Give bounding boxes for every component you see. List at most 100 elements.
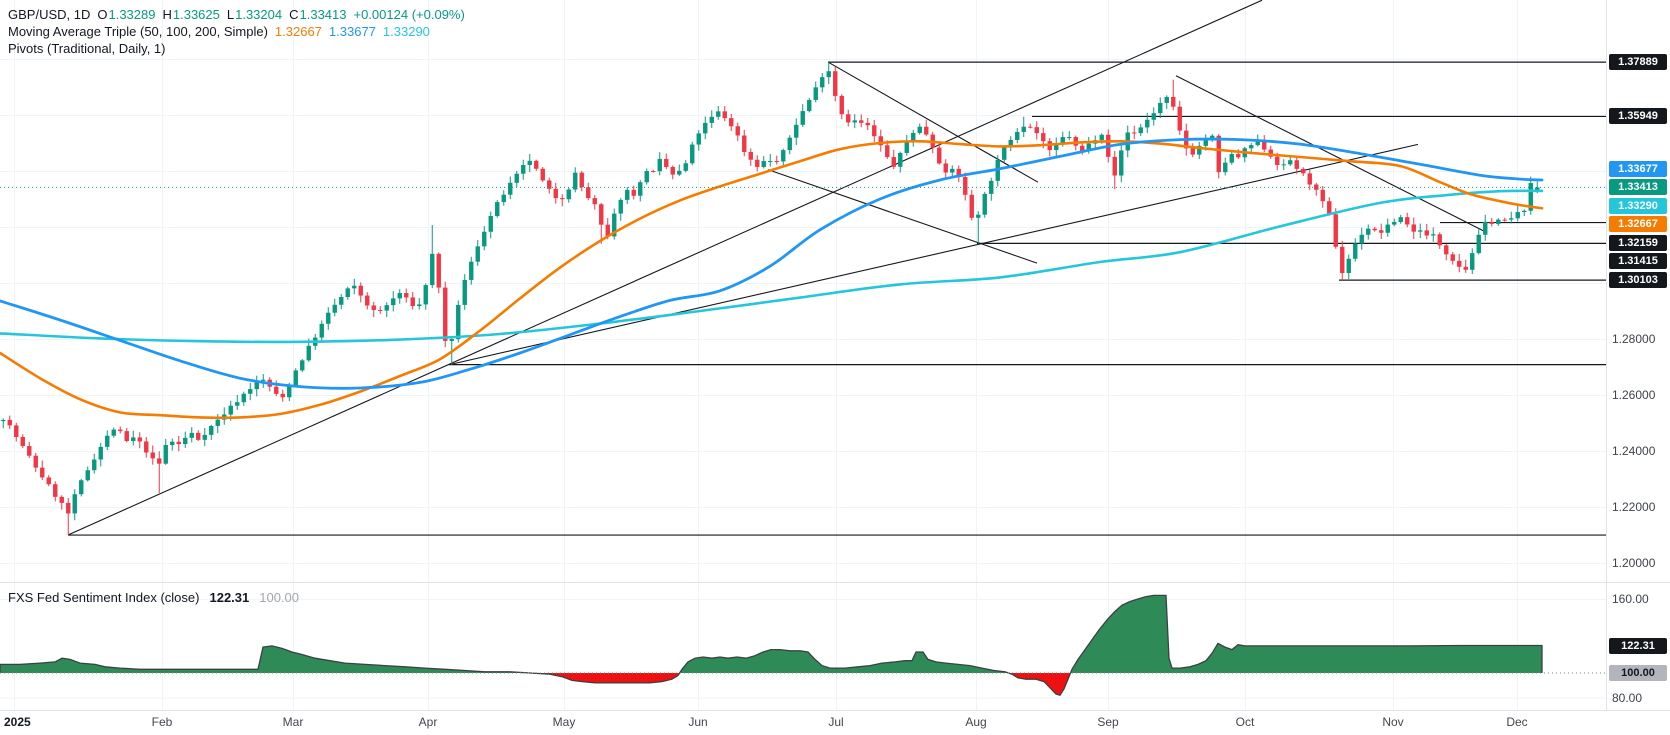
trend-line bbox=[448, 143, 1419, 366]
candle-body bbox=[306, 345, 311, 361]
x-axis-label-may: May bbox=[552, 715, 576, 729]
candle-body bbox=[118, 429, 123, 432]
candle-body bbox=[514, 173, 519, 183]
symbol-legend-row[interactable]: GBP/USD, 1D O 1.33289 H 1.33625 L 1.33204 C… bbox=[8, 6, 465, 23]
ma-line-sma-200[interactable] bbox=[0, 189, 1544, 344]
candle-body bbox=[196, 432, 201, 440]
candle-body bbox=[215, 419, 220, 426]
price-label-1.35949: 1.35949 bbox=[1609, 108, 1667, 125]
candle-body bbox=[573, 172, 578, 190]
candle-body bbox=[1353, 243, 1358, 259]
candle-body bbox=[423, 285, 428, 305]
candle-body bbox=[105, 435, 110, 447]
x-axis-label-jun: Jun bbox=[688, 715, 708, 729]
ma-line-sma-50[interactable] bbox=[0, 139, 1544, 420]
candle-body bbox=[293, 370, 298, 386]
candle-body bbox=[254, 380, 259, 390]
candle-body bbox=[1268, 149, 1273, 157]
x-axis-label-feb: Feb bbox=[151, 715, 173, 729]
candle-body bbox=[27, 446, 32, 456]
x-axis-label-2025: 2025 bbox=[4, 715, 31, 729]
pivots-legend-row[interactable]: Pivots (Traditional, Daily, 1) bbox=[8, 40, 465, 57]
candle-body bbox=[1431, 234, 1436, 236]
candle-body bbox=[417, 304, 422, 307]
candle-body bbox=[1060, 137, 1065, 144]
candle-body bbox=[1138, 127, 1143, 134]
candle-body bbox=[1275, 156, 1280, 165]
candle-body bbox=[235, 402, 240, 406]
low-value: L 1.33204 bbox=[226, 7, 283, 22]
candle-body bbox=[150, 452, 155, 459]
sentiment-tick-160.00: 160.00 bbox=[1612, 592, 1649, 607]
candle-body bbox=[982, 193, 987, 215]
candle-body bbox=[183, 437, 188, 445]
sentiment-base-value: 100.00 bbox=[259, 590, 300, 605]
candle-body bbox=[846, 114, 851, 123]
candle-body bbox=[1528, 183, 1533, 211]
candle-body bbox=[1483, 221, 1488, 235]
candle-body bbox=[1119, 150, 1124, 176]
candle-body bbox=[1418, 230, 1423, 232]
candle-body bbox=[1034, 127, 1039, 134]
candle-body bbox=[1021, 126, 1026, 132]
candle-body bbox=[768, 161, 773, 163]
sentiment-last-value: 122.31 bbox=[209, 590, 250, 605]
candle-body bbox=[969, 194, 974, 218]
candle-body bbox=[852, 120, 857, 123]
candle-body bbox=[111, 429, 116, 436]
candle-body bbox=[1509, 218, 1514, 220]
candle-body bbox=[690, 144, 695, 164]
price-label-1.33413: 1.33413 bbox=[1609, 179, 1667, 196]
pivots-legend-label: Pivots (Traditional, Daily, 1) bbox=[8, 41, 166, 56]
candle-body bbox=[943, 163, 948, 173]
candle-body bbox=[66, 502, 71, 514]
candle-body bbox=[670, 167, 675, 175]
candle-body bbox=[872, 125, 877, 137]
ma-legend-row[interactable]: Moving Average Triple (50, 100, 200, Sim… bbox=[8, 23, 465, 40]
candle-body bbox=[1424, 230, 1429, 236]
sentiment-tick-80.00: 80.00 bbox=[1612, 690, 1643, 705]
trend-line bbox=[67, 0, 1263, 536]
candle-body bbox=[605, 224, 610, 237]
price-label-1.37889: 1.37889 bbox=[1609, 54, 1667, 71]
ma-line-sma-100[interactable] bbox=[0, 137, 1544, 390]
price-label-1.33290: 1.33290 bbox=[1609, 197, 1667, 214]
candle-body bbox=[1437, 234, 1442, 246]
candle-body bbox=[651, 171, 656, 173]
candle-body bbox=[20, 436, 25, 447]
candle-body bbox=[1450, 254, 1455, 261]
sentiment-legend-row[interactable]: FXS Fed Sentiment Index (close) 122.31 1… bbox=[8, 590, 299, 605]
candle-body bbox=[885, 145, 890, 158]
candle-body bbox=[1535, 187, 1540, 191]
sentiment-line[interactable] bbox=[0, 594, 1543, 696]
candle-body bbox=[729, 118, 734, 127]
candle-body bbox=[638, 182, 643, 196]
candle-body bbox=[92, 459, 97, 471]
candle-body bbox=[1255, 139, 1260, 146]
candle-body bbox=[72, 494, 77, 514]
candle-body bbox=[1457, 260, 1462, 267]
candle-body bbox=[1041, 133, 1046, 142]
candle-body bbox=[495, 202, 500, 216]
candle-body bbox=[1086, 143, 1091, 151]
candle-body bbox=[14, 425, 19, 437]
x-axis-label-oct: Oct bbox=[1235, 715, 1255, 729]
candle-body bbox=[241, 393, 246, 403]
candle-body bbox=[345, 288, 350, 297]
candle-body bbox=[228, 405, 233, 415]
candle-body bbox=[664, 158, 669, 168]
candle-body bbox=[527, 160, 532, 166]
candle-body bbox=[534, 160, 539, 169]
candle-body bbox=[540, 168, 545, 181]
candle-body bbox=[521, 165, 526, 174]
candle-body bbox=[501, 194, 506, 203]
candle-body bbox=[761, 161, 766, 167]
candle-body bbox=[631, 189, 636, 196]
candle-body bbox=[813, 87, 818, 100]
candle-body bbox=[508, 182, 513, 195]
candle-body bbox=[963, 177, 968, 195]
candle-body bbox=[683, 163, 688, 171]
price-tick-1.20000: 1.20000 bbox=[1612, 556, 1656, 570]
candle-body bbox=[53, 484, 58, 497]
